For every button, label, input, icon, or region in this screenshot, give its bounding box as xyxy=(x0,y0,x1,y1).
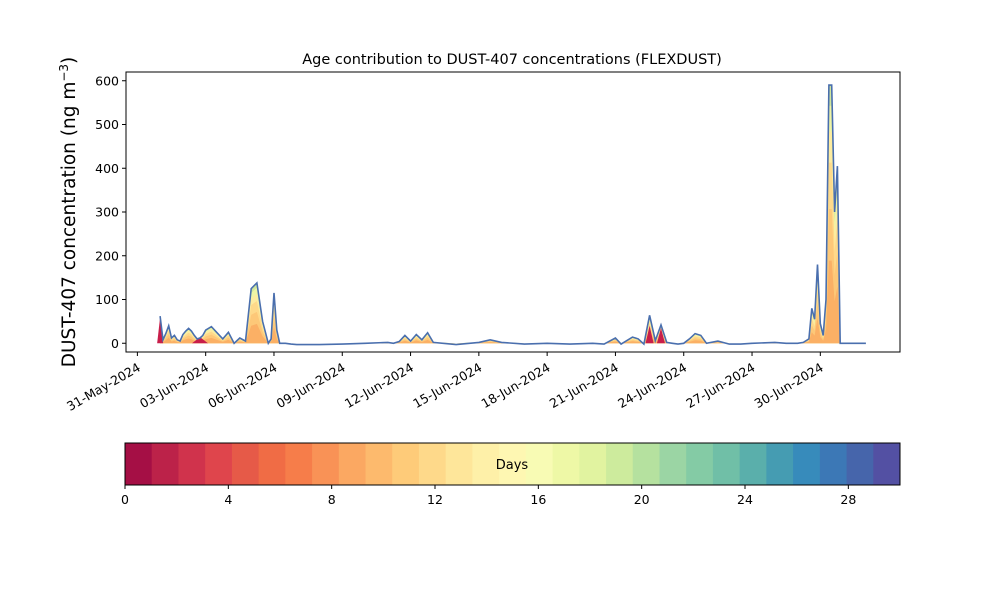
y-axis-ticks: 0 100 200 300 400 500 600 xyxy=(95,73,126,351)
colorbar-swatch xyxy=(499,443,527,485)
chart-title: Age contribution to DUST-407 concentrati… xyxy=(302,52,722,68)
colorbar-tick-label: 28 xyxy=(840,492,856,507)
y-axis-label-unit-exponent: −3 xyxy=(57,64,71,82)
colorbar-label: Days xyxy=(496,458,529,473)
colorbar-swatch xyxy=(659,443,687,485)
colorbar-swatch xyxy=(472,443,500,485)
x-tick-label: 09-Jun-2024 xyxy=(274,360,348,411)
colorbar-swatch xyxy=(552,443,580,485)
age-band-area xyxy=(160,131,866,344)
colorbar-swatch xyxy=(739,443,767,485)
plot-frame xyxy=(125,71,901,353)
age-band-area xyxy=(160,105,866,344)
svg-text:DUST-407 concentration (ng m−3: DUST-407 concentration (ng m−3) xyxy=(57,57,80,368)
concentration-area xyxy=(157,85,866,344)
colorbar-swatch xyxy=(445,443,473,485)
young-age-contribution xyxy=(157,317,164,344)
colorbar-swatch xyxy=(606,443,634,485)
colorbar-swatch xyxy=(873,443,901,485)
colorbar xyxy=(125,443,901,485)
colorbar-swatch xyxy=(258,443,286,485)
colorbar-swatch xyxy=(178,443,206,485)
colorbar-swatch xyxy=(338,443,367,485)
colorbar-tick-label: 12 xyxy=(427,492,443,507)
young-age-contribution xyxy=(191,337,208,344)
colorbar-tick-label: 4 xyxy=(224,492,232,507)
colorbar-frame xyxy=(124,442,901,486)
x-tick-label: 24-Jun-2024 xyxy=(615,360,689,411)
colorbar-swatch xyxy=(151,443,179,485)
x-tick-label: 27-Jun-2024 xyxy=(683,360,757,411)
colorbar-swatch xyxy=(231,443,260,485)
x-tick-label: 30-Jun-2024 xyxy=(752,360,826,411)
colorbar-tick-label: 16 xyxy=(530,492,546,507)
colorbar-swatch xyxy=(712,443,741,485)
y-tick-label: 100 xyxy=(95,292,119,307)
colorbar-swatch xyxy=(632,443,660,485)
age-band-area xyxy=(160,162,866,344)
colorbar-tick-label: 8 xyxy=(328,492,336,507)
colorbar-tick-label: 20 xyxy=(634,492,650,507)
y-tick-label: 300 xyxy=(95,205,119,220)
colorbar-swatch xyxy=(819,443,848,485)
colorbar-ticks: 0 4 8 12 16 20 24 28 xyxy=(121,485,856,507)
colorbar-swatch xyxy=(418,443,447,485)
colorbar-swatch xyxy=(846,443,874,485)
y-tick-label: 500 xyxy=(95,117,119,132)
colorbar-swatch xyxy=(525,443,554,485)
colorbar-tick-label: 0 xyxy=(121,492,129,507)
colorbar-swatch xyxy=(766,443,794,485)
colorbar-swatch xyxy=(205,443,233,485)
colorbar-swatch xyxy=(686,443,714,485)
colorbar-swatch xyxy=(579,443,607,485)
x-axis-ticks: 31-May-202403-Jun-202406-Jun-202409-Jun-… xyxy=(64,352,826,414)
colorbar-swatch xyxy=(312,443,340,485)
y-axis-label: DUST-407 concentration (ng m−3) xyxy=(57,57,80,368)
colorbar-swatch xyxy=(285,443,313,485)
age-band-area xyxy=(160,85,866,344)
age-band-area xyxy=(160,209,866,344)
y-tick-label: 600 xyxy=(95,73,119,88)
colorbar-swatch xyxy=(392,443,420,485)
colorbar-swatch xyxy=(125,443,153,485)
young-age-contribution xyxy=(656,327,665,344)
colorbar-tick-label: 24 xyxy=(737,492,753,507)
colorbar-swatch xyxy=(365,443,393,485)
x-tick-label: 06-Jun-2024 xyxy=(205,360,279,411)
colorbar-swatch xyxy=(793,443,821,485)
y-tick-label: 400 xyxy=(95,161,119,176)
y-tick-label: 0 xyxy=(111,336,119,351)
total-concentration-line xyxy=(159,84,866,346)
age-band-area xyxy=(160,260,866,344)
young-age-contribution xyxy=(645,325,654,344)
x-tick-label: 15-Jun-2024 xyxy=(410,360,484,411)
x-tick-label: 21-Jun-2024 xyxy=(547,360,621,411)
y-tick-label: 200 xyxy=(95,248,119,263)
x-tick-label: 12-Jun-2024 xyxy=(342,360,416,411)
x-tick-label: 03-Jun-2024 xyxy=(137,360,211,411)
x-tick-label: 18-Jun-2024 xyxy=(478,360,552,411)
